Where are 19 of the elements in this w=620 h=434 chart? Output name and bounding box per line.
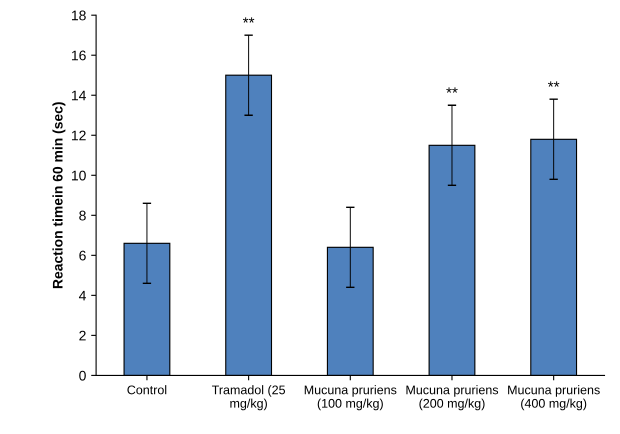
y-tick-label: 8 (79, 210, 86, 220)
y-axis-title: Reaction timein 60 min (sec) (52, 102, 66, 288)
y-tick-label: 2 (79, 330, 86, 340)
annotation: ** (446, 87, 458, 93)
x-tick-label: Control (127, 385, 166, 394)
y-tick-label: 18 (72, 10, 86, 20)
annotation: ** (242, 17, 254, 23)
y-tick-label: 0 (79, 370, 86, 381)
x-tick-label: Tramadol (25 mg/kg) (212, 385, 286, 410)
y-tick-label: 14 (72, 90, 86, 100)
y-tick-label: 4 (78, 290, 86, 300)
x-tick-label: Mucuna pruriens (400 mg/kg) (508, 385, 600, 410)
annotation: ** (548, 81, 560, 87)
y-tick-label: 16 (72, 50, 86, 60)
y-tick-label: 10 (72, 170, 86, 180)
y-tick-label: 12 (72, 130, 86, 140)
x-tick-label: Mucuna pruriens (200 mg/kg) (406, 385, 498, 410)
x-tick-label: Mucuna pruriens (100 mg/kg) (304, 385, 396, 410)
y-tick-label: 6 (79, 250, 86, 261)
